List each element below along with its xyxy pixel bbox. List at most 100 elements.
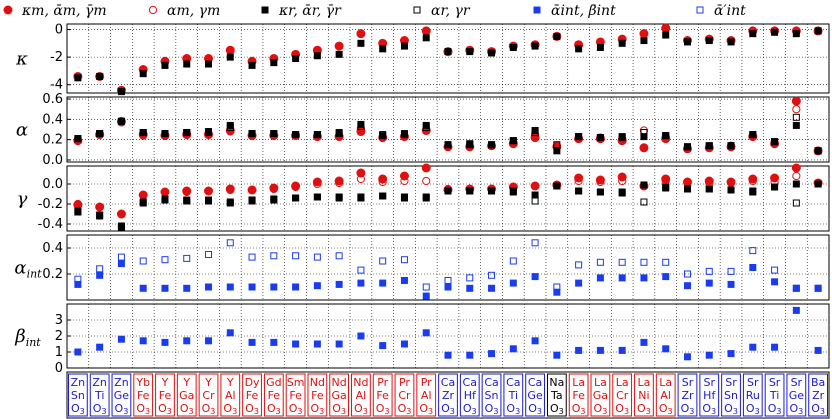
data-point (183, 129, 191, 137)
data-point (727, 38, 735, 46)
data-point (553, 182, 561, 190)
data-point (335, 178, 344, 188)
legend-marker (3, 5, 13, 15)
category-box (612, 373, 633, 417)
category-text: Pr (399, 376, 410, 389)
category-text: La (638, 376, 651, 389)
data-point (74, 135, 82, 143)
data-point (74, 275, 82, 283)
data-point (444, 283, 452, 291)
category-text: O3 (594, 402, 608, 416)
data-point (357, 332, 365, 340)
data-point (226, 123, 234, 131)
data-point (205, 128, 213, 136)
category-box (546, 373, 567, 417)
legend-entry: κr, ᾱr, γ̄r (261, 3, 342, 19)
y-tick-label: 0 (55, 361, 63, 376)
data-point (466, 140, 474, 148)
data-point (270, 59, 278, 67)
category-text: Cr (398, 389, 411, 402)
legend-label: κr, ᾱr, γ̄r (278, 3, 342, 19)
data-point (748, 174, 758, 184)
data-point (248, 61, 256, 69)
category-text: Y (161, 376, 169, 389)
category-text: O3 (245, 402, 259, 416)
data-point (575, 187, 583, 195)
data-point (488, 271, 496, 279)
data-point (749, 131, 757, 139)
y-axis-label: βint (14, 326, 41, 349)
data-point (488, 187, 496, 195)
category-box (394, 373, 415, 417)
data-point (574, 173, 584, 183)
data-point (248, 196, 256, 204)
data-point (705, 279, 713, 287)
data-point (313, 131, 321, 139)
data-point (270, 252, 278, 260)
data-point (292, 283, 300, 291)
data-point (248, 253, 256, 261)
category-box (786, 373, 807, 417)
data-point (226, 199, 234, 207)
category-text: Sn (71, 389, 85, 402)
category-text: Fe (137, 389, 150, 402)
category-box (655, 373, 676, 417)
category-text: Al (660, 389, 671, 402)
category-text: Zr (812, 389, 825, 402)
data-point (705, 142, 713, 150)
y-axis-label: γ (17, 189, 28, 210)
data-point (749, 30, 757, 38)
data-point (726, 141, 736, 150)
category-box (416, 373, 437, 417)
category-text: Ga (332, 389, 347, 402)
y-axis-label: κ (15, 49, 28, 70)
legend-entry: αr, γr (413, 3, 471, 19)
data-point (509, 43, 517, 51)
category-text: Dy (245, 376, 260, 389)
data-point (335, 194, 343, 202)
category-text: Ga (179, 389, 194, 402)
category-text: Cr (202, 389, 215, 402)
category-text: Al (421, 389, 432, 402)
data-point (466, 187, 474, 195)
data-point (183, 197, 191, 205)
data-point (313, 179, 322, 189)
data-point (705, 142, 713, 150)
y-tick-label: 0.6 (42, 92, 63, 107)
data-point (531, 191, 539, 199)
y-tick-label: 0.4 (42, 241, 63, 256)
data-point (270, 130, 278, 138)
data-point (596, 133, 605, 142)
data-point (444, 187, 452, 195)
data-point (313, 52, 321, 60)
category-box (176, 373, 197, 417)
category-box (307, 373, 328, 417)
data-point (618, 274, 626, 282)
data-point (640, 258, 648, 266)
data-point (270, 338, 278, 346)
category-text: Nd (353, 376, 368, 389)
category-text: O3 (376, 402, 390, 416)
data-point (400, 193, 408, 201)
data-point (400, 42, 408, 50)
category-box (481, 373, 502, 417)
data-point (117, 253, 125, 261)
data-point (640, 181, 648, 189)
data-point (727, 142, 735, 150)
y-tick-label: 0.4 (42, 112, 63, 127)
data-point (488, 141, 496, 149)
category-text: Sr (791, 376, 803, 389)
data-point (335, 193, 343, 201)
